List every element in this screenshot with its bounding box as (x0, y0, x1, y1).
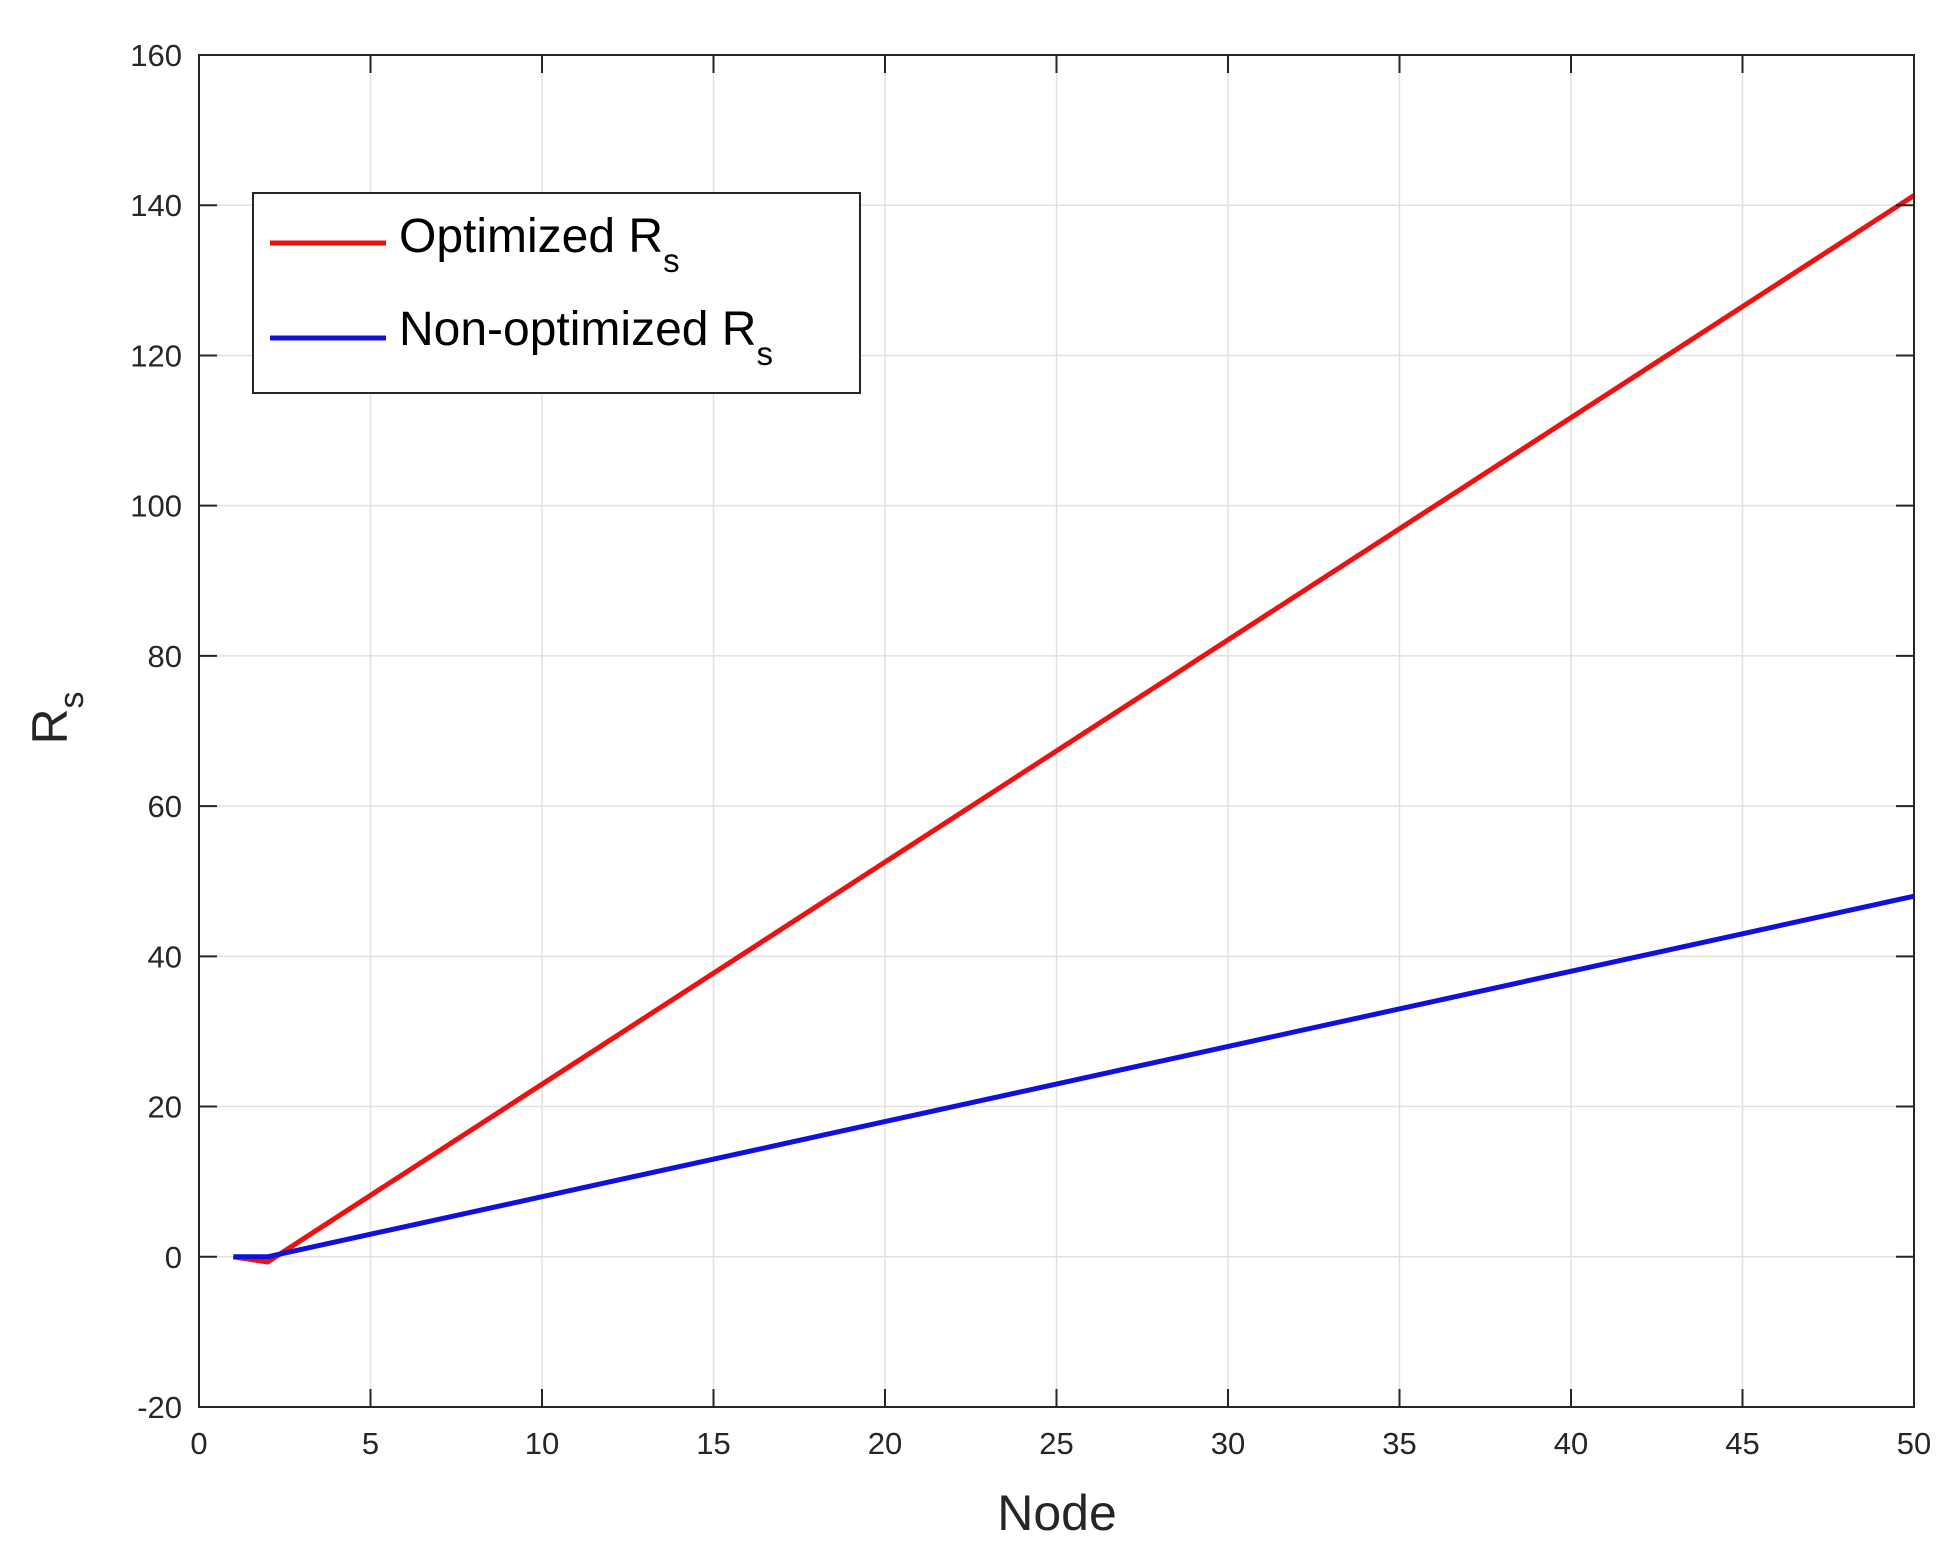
y-tick-label: 80 (148, 639, 182, 674)
tick-marks (198, 54, 1915, 1408)
y-tick-label: 120 (130, 338, 182, 373)
y-tick-label: 100 (130, 489, 182, 524)
legend: Optimized Rs Non-optimized Rs (252, 192, 861, 394)
x-tick-label: 5 (362, 1426, 379, 1461)
y-axis-label-main: R (22, 708, 78, 744)
legend-label-optimized-sub: s (663, 242, 680, 279)
y-tick-label: 60 (148, 789, 182, 824)
y-tick-labels: -20 0 20 40 60 80 100 120 140 160 (130, 38, 182, 1425)
y-tick-label: 20 (148, 1090, 182, 1125)
y-tick-label: 140 (130, 188, 182, 223)
x-tick-label: 25 (1039, 1426, 1073, 1461)
legend-label-non-optimized-sub: s (756, 335, 773, 372)
x-axis-label: Node (997, 1485, 1117, 1541)
series-line-non-optimized (233, 893, 1915, 1260)
legend-label-non-optimized: Non-optimized Rs (399, 303, 773, 372)
series-lines (232, 193, 1916, 1265)
y-axis-label: Rs (22, 691, 91, 744)
x-tick-label: 40 (1554, 1426, 1588, 1461)
x-tick-label: 35 (1382, 1426, 1416, 1461)
x-tick-label: 30 (1211, 1426, 1245, 1461)
x-tick-label: 45 (1725, 1426, 1759, 1461)
x-tick-label: 0 (190, 1426, 207, 1461)
x-tick-label: 10 (525, 1426, 559, 1461)
x-tick-labels: 0 5 10 15 20 25 30 35 40 45 50 (190, 1426, 1931, 1461)
legend-label-optimized-main: Optimized R (399, 210, 663, 263)
x-tick-label: 20 (868, 1426, 902, 1461)
y-tick-label: -20 (137, 1390, 182, 1425)
x-tick-label: 50 (1897, 1426, 1931, 1461)
legend-label-non-optimized-main: Non-optimized R (399, 303, 756, 356)
legend-box (252, 192, 861, 394)
y-tick-label: 160 (130, 38, 182, 73)
legend-label-optimized: Optimized Rs (399, 210, 680, 279)
y-tick-label: 0 (165, 1240, 182, 1275)
x-tick-label: 15 (696, 1426, 730, 1461)
y-tick-label: 40 (148, 939, 182, 974)
y-axis-label-sub: s (53, 691, 91, 708)
